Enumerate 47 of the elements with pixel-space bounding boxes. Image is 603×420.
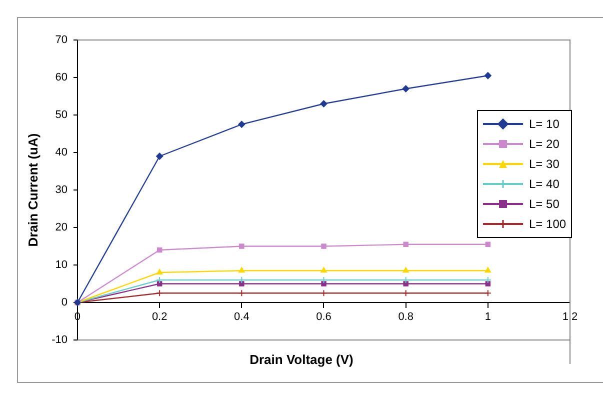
- y-tick-label: 50: [55, 109, 68, 122]
- x-tick-label: 1: [484, 311, 491, 324]
- point: [156, 281, 162, 286]
- point: [239, 281, 244, 286]
- legend-label: L= 40: [529, 177, 560, 191]
- y-tick-label: 20: [55, 222, 68, 234]
- y-tick-label: 40: [55, 146, 68, 159]
- y-axis-title: Drain Current (uA): [25, 133, 40, 247]
- point: [484, 267, 492, 273]
- y-tick-label: 0: [61, 296, 68, 309]
- x-tick-label: 0.2: [152, 311, 168, 324]
- point: [402, 267, 409, 273]
- point: [320, 290, 328, 297]
- point: [156, 269, 163, 274]
- y-tick-label: 60: [55, 72, 68, 84]
- y-tick-label: 70: [55, 34, 68, 46]
- point: [156, 290, 164, 297]
- point: [238, 267, 245, 273]
- legend-label: L= 50: [529, 197, 560, 211]
- x-tick-label: 1.2: [562, 311, 578, 324]
- point: [238, 290, 246, 297]
- point: [321, 244, 326, 249]
- x-axis-title: Drain Voltage (V): [248, 352, 354, 367]
- y-tick-label: 30: [55, 184, 68, 196]
- point: [485, 242, 491, 247]
- point: [238, 120, 246, 128]
- point: [156, 247, 162, 253]
- point: [320, 100, 328, 108]
- point: [484, 72, 492, 80]
- legend-label: L= 20: [529, 137, 560, 151]
- point: [485, 281, 491, 286]
- point: [239, 244, 244, 249]
- point: [156, 152, 164, 160]
- point: [320, 267, 327, 273]
- legend-label: L= 30: [529, 157, 560, 171]
- point: [403, 242, 408, 247]
- y-tick-label: -10: [52, 334, 68, 346]
- legend-label: L= 10: [529, 117, 560, 131]
- x-tick-label: 0.8: [398, 311, 414, 324]
- legend-label: L= 100: [529, 217, 566, 231]
- point: [403, 281, 408, 286]
- point: [321, 281, 326, 286]
- point: [402, 85, 410, 92]
- x-tick-label: 0.6: [316, 311, 332, 324]
- point: [402, 290, 410, 297]
- x-tick-label: 0.4: [234, 311, 250, 324]
- y-tick-label: 10: [55, 259, 68, 272]
